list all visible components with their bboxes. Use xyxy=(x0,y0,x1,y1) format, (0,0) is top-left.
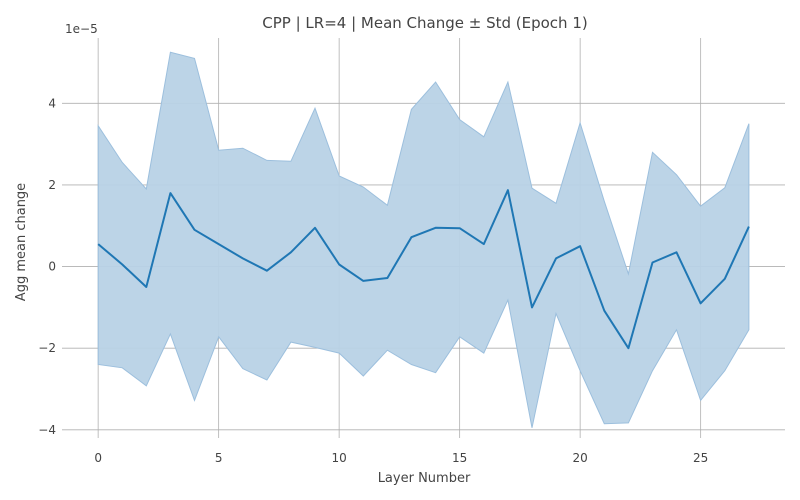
chart-title: CPP | LR=4 | Mean Change ± Std (Epoch 1) xyxy=(262,14,587,32)
x-tick-label: 20 xyxy=(573,451,588,465)
x-tick-label: 15 xyxy=(452,451,467,465)
x-axis-label: Layer Number xyxy=(378,471,471,486)
y-tick-label: 0 xyxy=(48,260,56,274)
y-tick-label: 2 xyxy=(48,178,56,192)
y-tick-label: −4 xyxy=(38,423,56,437)
x-tick-labels: 0 5 10 15 20 25 xyxy=(94,451,708,465)
y-axis-label: Agg mean change xyxy=(14,183,29,301)
x-tick-label: 0 xyxy=(94,451,102,465)
mean-line xyxy=(97,189,750,350)
std-band-group xyxy=(97,51,750,428)
mean-line-group xyxy=(97,189,750,350)
x-tick-label: 10 xyxy=(332,451,347,465)
y-offset-label: 1e−5 xyxy=(65,22,98,36)
y-tick-label: −2 xyxy=(38,341,56,355)
std-band xyxy=(97,51,750,428)
y-tick-label: 4 xyxy=(48,96,56,110)
y-tick-labels: −4 −2 0 2 4 xyxy=(38,96,56,437)
x-tick-label: 25 xyxy=(693,451,708,465)
x-tick-label: 5 xyxy=(215,451,223,465)
